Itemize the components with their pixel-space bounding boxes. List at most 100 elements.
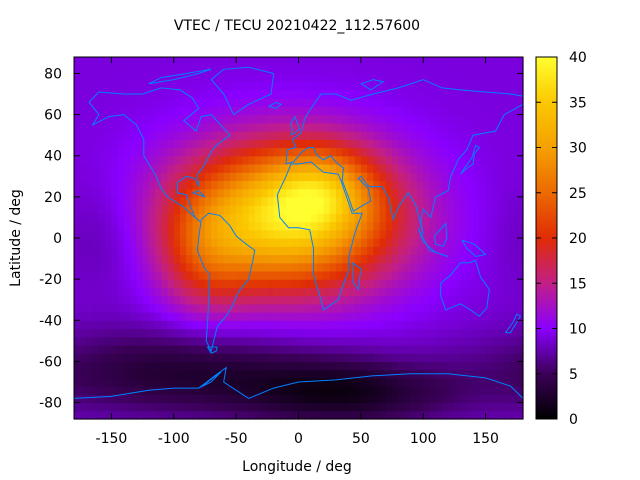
heatmap-cell: [304, 336, 312, 346]
heatmap-cell: [217, 270, 225, 280]
heatmap-cell: [80, 279, 88, 288]
heatmap-cell: [510, 172, 518, 182]
heatmap-cell: [198, 320, 206, 330]
heatmap-cell: [186, 369, 194, 379]
heatmap-cell: [273, 394, 281, 404]
heatmap-cell: [423, 312, 431, 321]
heatmap-cell: [74, 295, 81, 305]
heatmap-cell: [92, 229, 100, 239]
heatmap-cell: [167, 188, 175, 198]
heatmap-cell: [310, 221, 318, 231]
heatmap-cell: [348, 270, 356, 280]
heatmap-cell: [117, 262, 125, 272]
heatmap-cell: [441, 163, 449, 173]
heatmap-cell: [80, 163, 88, 173]
heatmap-cell: [198, 361, 206, 371]
heatmap-cell: [211, 386, 219, 395]
heatmap-cell: [80, 213, 88, 223]
heatmap-cell: [429, 221, 437, 231]
heatmap-cell: [261, 89, 268, 99]
heatmap-cell: [142, 328, 150, 338]
heatmap-cell: [261, 254, 268, 264]
heatmap-cell: [460, 221, 468, 231]
heatmap-cell: [111, 410, 119, 420]
heatmap-cell: [392, 295, 399, 305]
heatmap-cell: [286, 114, 293, 124]
heatmap-cell: [416, 106, 424, 116]
heatmap-cell: [485, 147, 493, 157]
heatmap-cell: [286, 180, 293, 190]
heatmap-cell: [98, 336, 106, 346]
heatmap-cell: [416, 262, 424, 272]
heatmap-cell: [304, 369, 312, 379]
heatmap-cell: [416, 295, 424, 305]
heatmap-cell: [105, 410, 113, 420]
heatmap-cell: [479, 155, 487, 165]
heatmap-cell: [454, 122, 462, 132]
heatmap-cell: [460, 344, 468, 354]
heatmap-cell: [148, 106, 156, 116]
heatmap-cell: [223, 131, 231, 140]
heatmap-cell: [373, 386, 381, 395]
heatmap-cell: [167, 320, 175, 330]
heatmap-cell: [105, 229, 113, 239]
heatmap-cell: [80, 229, 88, 239]
heatmap-cell: [167, 410, 175, 420]
heatmap-cell: [423, 57, 431, 66]
heatmap-cell: [317, 303, 325, 313]
heatmap-cell: [310, 336, 318, 346]
heatmap-cell: [435, 238, 443, 247]
heatmap-cell: [460, 270, 468, 280]
x-tick-label: -150: [96, 431, 128, 447]
heatmap-cell: [286, 155, 293, 165]
heatmap-cell: [335, 336, 343, 346]
heatmap-cell: [367, 131, 374, 140]
heatmap-cell: [423, 180, 431, 190]
heatmap-cell: [105, 205, 113, 214]
heatmap-cell: [304, 205, 312, 214]
heatmap-cell: [248, 81, 256, 91]
heatmap-cell: [267, 336, 275, 346]
heatmap-cell: [454, 180, 462, 190]
heatmap-cell: [485, 303, 493, 313]
heatmap-cell: [448, 131, 456, 140]
heatmap-cell: [398, 89, 406, 99]
heatmap-cell: [117, 361, 125, 371]
heatmap-cell: [392, 287, 399, 297]
heatmap-cell: [385, 238, 393, 247]
heatmap-cell: [354, 196, 362, 206]
heatmap-cell: [148, 279, 156, 288]
heatmap-cell: [310, 106, 318, 116]
heatmap-cell: [317, 114, 325, 124]
heatmap-cell: [74, 320, 81, 330]
heatmap-cell: [335, 114, 343, 124]
heatmap-cell: [279, 246, 287, 256]
heatmap-cell: [198, 131, 206, 140]
heatmap-cell: [198, 139, 206, 149]
heatmap-cell: [323, 287, 331, 297]
heatmap-cell: [335, 344, 343, 354]
heatmap-cell: [148, 353, 156, 363]
heatmap-cell: [473, 172, 480, 182]
heatmap-cell: [86, 188, 94, 198]
heatmap-cell: [279, 254, 287, 264]
heatmap-cell: [304, 180, 312, 190]
heatmap-cell: [254, 344, 262, 354]
heatmap-cell: [479, 238, 487, 247]
heatmap-cell: [198, 73, 206, 83]
heatmap-cell: [229, 188, 237, 198]
heatmap-cell: [74, 172, 81, 182]
heatmap-cell: [342, 229, 349, 239]
heatmap-cell: [448, 353, 456, 363]
heatmap-cell: [479, 188, 487, 198]
heatmap-cell: [236, 369, 243, 379]
heatmap-cell: [304, 106, 312, 116]
heatmap-cell: [98, 139, 106, 149]
heatmap-cell: [223, 246, 231, 256]
heatmap-cell: [86, 229, 94, 239]
heatmap-cell: [298, 279, 306, 288]
heatmap-cell: [136, 139, 144, 149]
heatmap-cell: [173, 270, 181, 280]
heatmap-cell: [173, 155, 181, 165]
heatmap-cell: [298, 353, 306, 363]
